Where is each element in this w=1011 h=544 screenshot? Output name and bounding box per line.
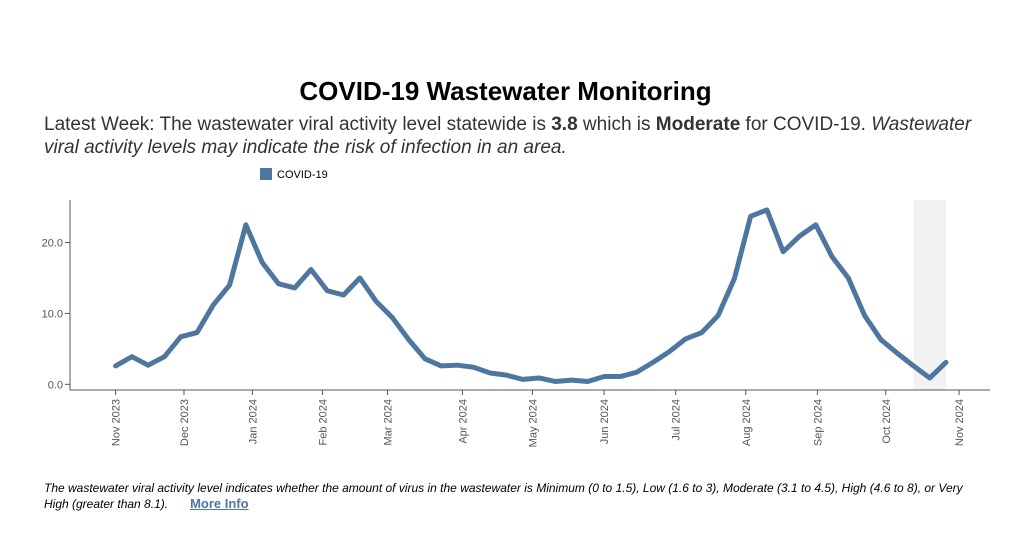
x-tick-label: Dec 2023 (179, 399, 191, 446)
x-tick-label: Aug 2024 (741, 399, 753, 446)
x-tick-label: Mar 2024 (383, 399, 395, 445)
x-tick-label: Feb 2024 (317, 399, 329, 445)
y-tick-label: 0.0 (48, 379, 63, 391)
x-tick-label: Oct 2024 (881, 399, 893, 444)
more-info-link[interactable]: More Info (190, 496, 249, 511)
x-tick-label: Jul 2024 (671, 399, 683, 441)
summary-italic: Wastewater viral activity levels may ind… (44, 114, 972, 158)
x-tick-label: Nov 2024 (954, 399, 966, 446)
footnote-text: The wastewater viral activity level indi… (44, 481, 963, 511)
summary-text: which is (577, 114, 656, 135)
x-tick-label: Jan 2024 (247, 399, 259, 444)
x-tick-label: Sep 2024 (812, 399, 824, 446)
x-tick-label: May 2024 (527, 399, 539, 447)
chart: 0.0 10.0 20.0 Nov 2023 Dec 2023 Jan 2024 Feb 2… (42, 168, 990, 447)
summary: Latest Week: The wastewater viral activi… (44, 113, 980, 159)
legend-swatch (260, 168, 272, 180)
x-tick-label: Nov 2023 (111, 399, 123, 446)
title: COVID-19 Wastewater Monitoring (299, 76, 712, 106)
summary-value: 3.8 (551, 114, 578, 135)
series-line (113, 207, 949, 384)
footnote: The wastewater viral activity level indi… (44, 480, 964, 512)
summary-level: Moderate (655, 114, 741, 135)
y-tick-label: 20.0 (42, 238, 63, 250)
y-tick-label: 10.0 (42, 308, 63, 320)
summary-text: Latest Week: The wastewater viral activi… (44, 114, 552, 135)
summary-text: for COVID-19. (740, 114, 872, 135)
latest-week-shade (913, 200, 947, 390)
x-tick-label: Apr 2024 (457, 399, 469, 444)
legend-label: COVID-19 (277, 169, 328, 181)
x-tick-label: Jun 2024 (599, 399, 611, 444)
